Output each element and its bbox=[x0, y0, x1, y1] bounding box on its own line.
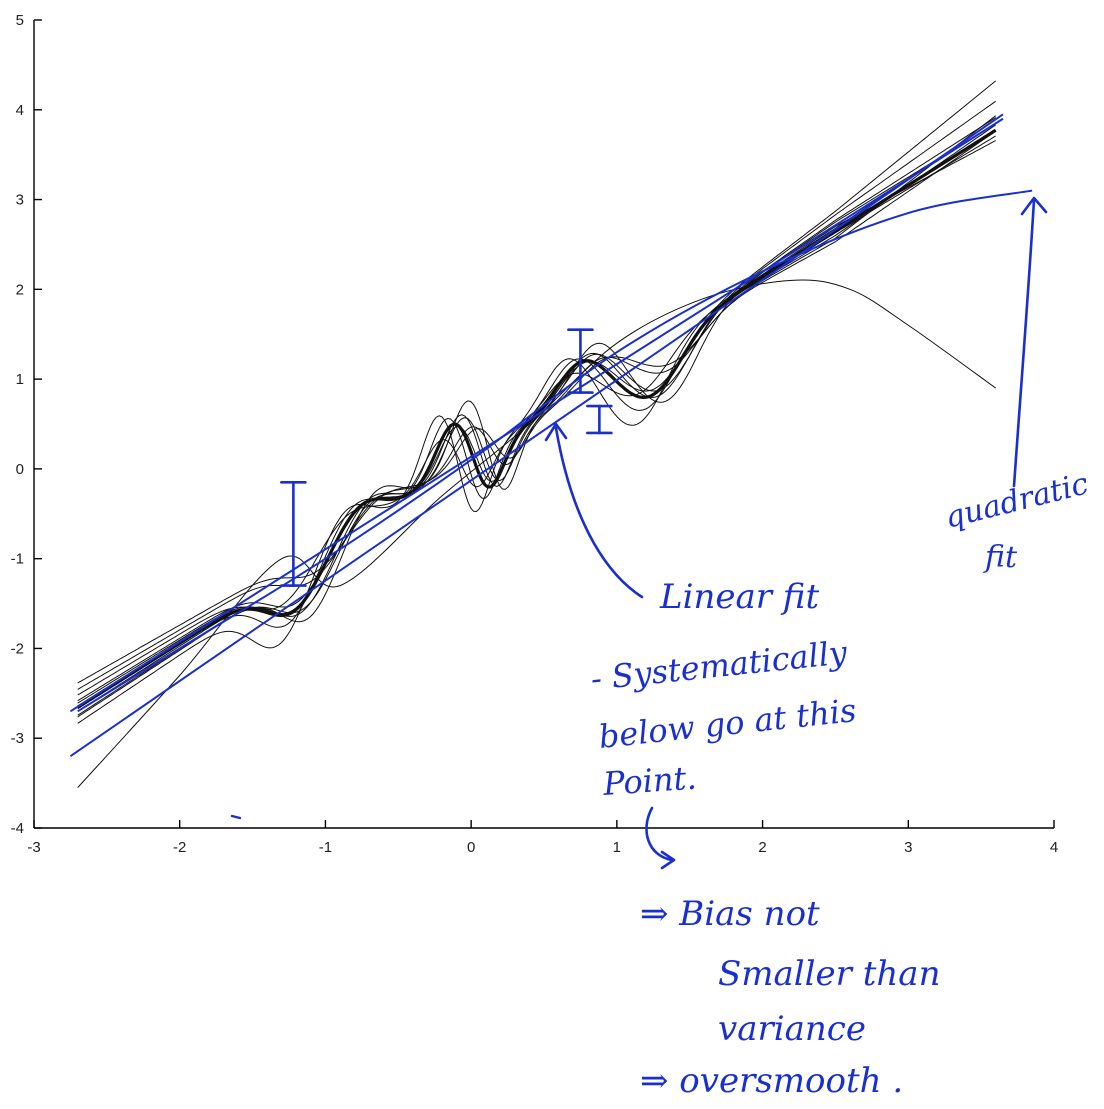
outlier-fit-curve bbox=[77, 279, 997, 788]
y-tick-label: 0 bbox=[16, 461, 24, 478]
linear-note-line-3: below go at this bbox=[597, 691, 858, 756]
quadratic-fit-curve bbox=[77, 189, 1033, 713]
y-tick-label: 2 bbox=[16, 281, 24, 298]
conclusion-note-line-1: ⇒ Bias not bbox=[640, 894, 820, 934]
variance-bar bbox=[586, 404, 613, 435]
y-tick-label: -1 bbox=[11, 551, 24, 568]
linear-arrow bbox=[554, 426, 644, 599]
handwritten-annotations: quadratic fit Linear fit - Systematicall… bbox=[230, 196, 1092, 1101]
y-tick-label: 1 bbox=[16, 371, 24, 388]
x-tick-label: 0 bbox=[467, 839, 475, 856]
conclusion-note-line-2: Smaller than bbox=[718, 954, 940, 994]
bootstrap-fit-curve bbox=[77, 115, 997, 684]
x-tick-label: -3 bbox=[27, 839, 40, 856]
quadratic-arrow-head bbox=[1020, 196, 1048, 216]
conclusion-note-line-4: ⇒ oversmooth . bbox=[640, 1061, 903, 1101]
x-tick-label: -1 bbox=[319, 839, 332, 856]
y-tick-label: -3 bbox=[11, 730, 24, 747]
bootstrap-fit-curve bbox=[77, 80, 997, 702]
x-tick-label: 3 bbox=[904, 839, 912, 856]
variance-bar bbox=[567, 328, 594, 394]
x-tick-label: 1 bbox=[613, 839, 621, 856]
y-tick-label: 3 bbox=[16, 192, 24, 209]
linear-note-line-1: Linear fit bbox=[659, 577, 819, 617]
stray-mark bbox=[230, 814, 242, 820]
x-tick-label: 4 bbox=[1050, 839, 1058, 856]
linear-fit-line bbox=[69, 117, 1004, 713]
quadratic-arrow bbox=[1012, 198, 1036, 488]
linear-note-line-4: Point. bbox=[601, 759, 698, 803]
quadratic-note-line-1: quadratic bbox=[941, 466, 1092, 535]
variance-bars bbox=[280, 328, 613, 587]
x-tick-label: 2 bbox=[758, 839, 766, 856]
x-tick-label: -2 bbox=[173, 839, 186, 856]
quadratic-note-line-2: fit bbox=[983, 540, 1018, 575]
point-arrow bbox=[645, 806, 674, 862]
conclusion-note-line-3: variance bbox=[718, 1009, 866, 1049]
y-tick-label: -4 bbox=[11, 820, 24, 837]
blue-fit-curves bbox=[69, 113, 1033, 758]
y-tick-label: 5 bbox=[16, 12, 24, 29]
mean-fit-curve bbox=[76, 128, 997, 709]
linear-arrow-head bbox=[544, 422, 568, 442]
bootstrap-fit-curve bbox=[77, 140, 996, 724]
y-tick-label: -2 bbox=[11, 640, 24, 657]
variance-bar bbox=[280, 481, 307, 587]
point-arrow-head bbox=[660, 850, 676, 870]
y-tick-label: 4 bbox=[16, 102, 24, 119]
linear-note-line-2: - Systematically bbox=[589, 633, 850, 698]
linear-fit-line-2 bbox=[69, 113, 1004, 758]
